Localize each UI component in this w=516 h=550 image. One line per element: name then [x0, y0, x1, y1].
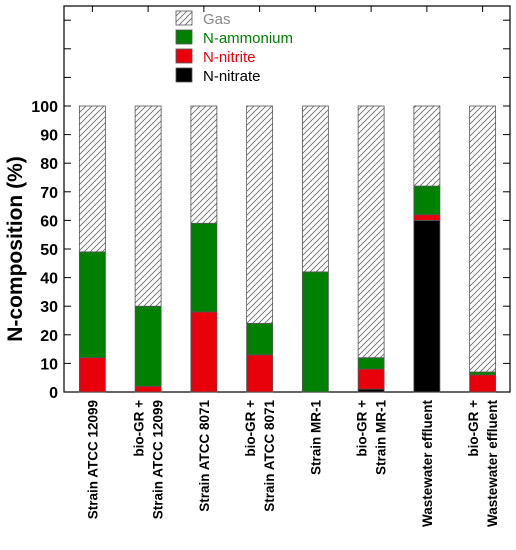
bar-segment-n-ammonium: [301, 271, 329, 393]
bar-segment-n-nitrite: [134, 385, 162, 393]
bar-segment-gas: [469, 105, 497, 373]
bar-segment-gas: [246, 105, 274, 324]
x-tick-label: Strain MR-1: [374, 400, 389, 476]
bar-segment-gas: [78, 105, 106, 253]
plot-frame: [63, 5, 511, 393]
x-tick-label: bio-GR +: [466, 400, 481, 457]
y-tick-label: 20: [40, 328, 58, 345]
legend-swatch-n-nitrite: [175, 48, 193, 64]
y-tick-label: 90: [40, 128, 58, 145]
bar-segment-gas: [357, 105, 385, 359]
x-tick-label: Strain ATCC 8071: [262, 400, 277, 512]
x-tick-label: Strain ATCC 12099: [85, 400, 100, 519]
x-tick-label: bio-GR +: [132, 400, 147, 457]
bar-segment-n-nitrite: [357, 368, 385, 390]
legend: Gas N-ammonium N-nitrite N-nitrate: [175, 10, 293, 85]
x-tick-label: Strain MR-1: [308, 400, 323, 476]
bar-segment-n-ammonium: [413, 185, 441, 216]
bar-segment-n-nitrate: [357, 388, 385, 393]
y-tick-label: 40: [40, 271, 58, 288]
legend-swatch-n-ammonium: [175, 29, 193, 45]
x-tick-label: bio-GR +: [355, 400, 370, 457]
bar-segment-n-ammonium: [246, 322, 274, 356]
legend-label: N-nitrite: [203, 49, 256, 66]
bar-segment-n-nitrite: [190, 311, 218, 393]
legend-label: Gas: [203, 11, 231, 28]
y-tick-label: 10: [40, 356, 58, 373]
y-tick-label: 100: [31, 99, 58, 116]
bar-segment-n-ammonium: [357, 357, 385, 370]
bar-segment-gas: [190, 105, 218, 224]
legend-swatch-gas: [175, 10, 193, 26]
bar-segment-n-ammonium: [78, 251, 106, 359]
bar-segment-gas: [134, 105, 162, 307]
y-tick-label: 0: [49, 385, 58, 402]
y-axis-label: N-composition (%): [4, 156, 27, 341]
legend-swatch-n-nitrate: [175, 67, 193, 83]
bar-segment-n-ammonium: [134, 305, 162, 387]
x-tick-label: Wastewater effluent: [420, 400, 435, 528]
bar-segment-n-nitrite: [413, 214, 441, 221]
bar-segment-gas: [413, 105, 441, 187]
y-tick-label: 60: [40, 213, 58, 230]
legend-label: N-ammonium: [203, 30, 293, 47]
bar-segment-n-nitrite: [246, 354, 274, 393]
y-tick-label: 70: [40, 185, 58, 202]
bar-segment-n-nitrite: [469, 374, 497, 393]
y-tick-label: 50: [40, 242, 58, 259]
bar-segment-n-ammonium: [469, 371, 497, 376]
x-tick-label: Strain ATCC 12099: [151, 400, 166, 519]
y-tick-label: 80: [40, 156, 58, 173]
x-tick-label: Wastewater effluent: [485, 400, 500, 528]
bar-segment-n-nitrite: [78, 357, 106, 393]
bar-segment-n-ammonium: [190, 222, 218, 313]
y-tick-label: 30: [40, 299, 58, 316]
bar-segment-gas: [301, 105, 329, 273]
x-tick-label: bio-GR +: [243, 400, 258, 457]
x-tick-label: Strain ATCC 8071: [197, 400, 212, 512]
bar-segment-n-nitrate: [413, 219, 441, 393]
legend-label: N-nitrate: [203, 68, 261, 85]
